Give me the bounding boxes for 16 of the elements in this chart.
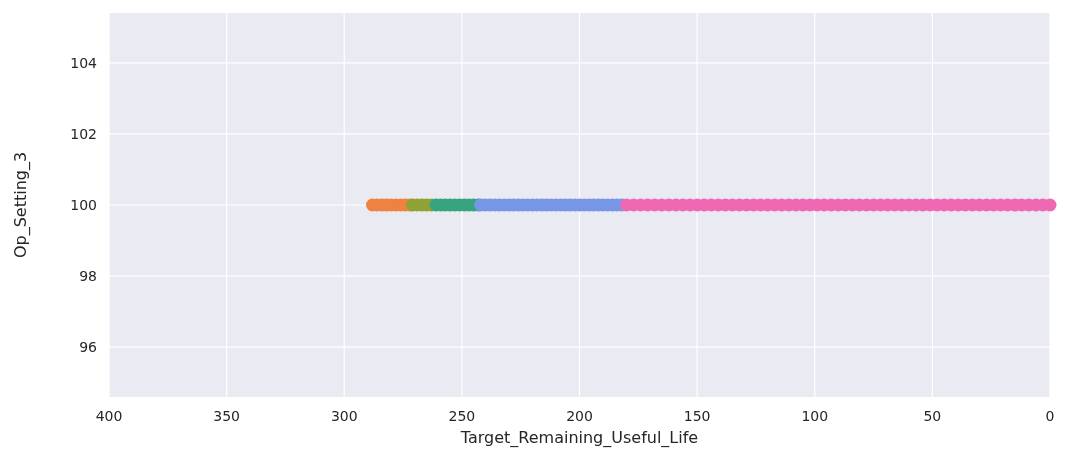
y-tick-label: 102 (70, 125, 97, 142)
y-tick-label: 98 (79, 268, 97, 285)
x-tick-label: 0 (1045, 408, 1055, 424)
x-tick-label: 350 (213, 408, 240, 424)
y-tick-label: 104 (70, 54, 98, 71)
y-tick-label: 100 (70, 196, 97, 213)
x-tick-label: 100 (801, 408, 829, 424)
x-tick-label: 50 (923, 408, 942, 424)
x-tick-label: 150 (683, 408, 711, 424)
x-tick-label: 250 (448, 408, 476, 424)
x-axis-title: Target_Remaining_Useful_Life (459, 428, 699, 448)
y-axis-title: Op_Setting_3 (11, 151, 31, 259)
x-tick-label: 300 (330, 408, 358, 424)
y-tick-label: 96 (79, 339, 98, 356)
x-tick-label: 200 (566, 408, 593, 424)
x-tick-label: 400 (95, 408, 123, 424)
